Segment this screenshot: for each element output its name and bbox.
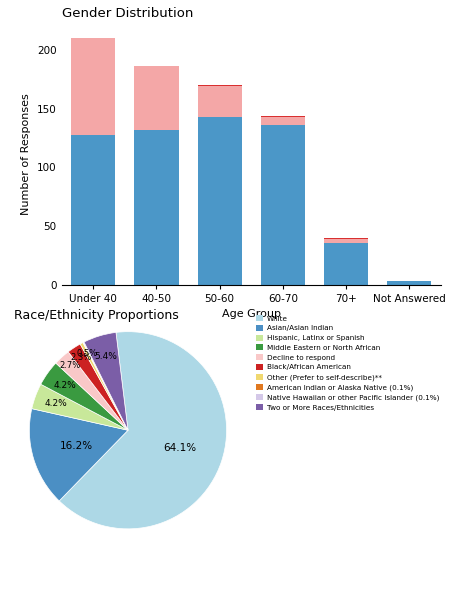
Legend: White, Asian/Asian Indian, Hispanic, Latinx or Spanish, Middle Eastern or North : White, Asian/Asian Indian, Hispanic, Lat…: [256, 315, 439, 411]
Text: 2.3%: 2.3%: [70, 353, 91, 362]
Bar: [261, 116, 305, 117]
Wedge shape: [84, 333, 128, 430]
Bar: [261, 117, 305, 125]
X-axis label: Age Group: Age Group: [222, 310, 281, 319]
Bar: [198, 117, 242, 285]
Wedge shape: [56, 352, 128, 430]
Wedge shape: [32, 384, 128, 430]
Bar: [261, 125, 305, 285]
Bar: [134, 67, 179, 130]
Wedge shape: [59, 331, 227, 529]
Bar: [324, 239, 368, 242]
Bar: [198, 87, 242, 117]
Wedge shape: [83, 342, 128, 430]
Wedge shape: [29, 408, 128, 501]
Bar: [324, 238, 368, 239]
Text: 2.7%: 2.7%: [59, 361, 81, 370]
Text: 4.2%: 4.2%: [45, 399, 67, 408]
Text: 5.4%: 5.4%: [94, 352, 117, 361]
Text: 0.5%: 0.5%: [76, 349, 98, 358]
Bar: [134, 130, 179, 285]
Bar: [71, 38, 115, 135]
Text: Race/Ethnicity Proportions: Race/Ethnicity Proportions: [14, 309, 179, 322]
Bar: [387, 281, 431, 285]
Wedge shape: [41, 363, 128, 430]
Text: 64.1%: 64.1%: [163, 442, 196, 453]
Wedge shape: [80, 342, 128, 430]
Bar: [71, 135, 115, 285]
Wedge shape: [68, 344, 128, 430]
Text: 4.2%: 4.2%: [54, 381, 77, 390]
Text: 16.2%: 16.2%: [59, 441, 92, 451]
Bar: [198, 85, 242, 87]
Wedge shape: [83, 342, 128, 430]
Y-axis label: Number of Responses: Number of Responses: [21, 94, 31, 215]
Text: Gender Distribution: Gender Distribution: [62, 7, 193, 20]
Bar: [324, 242, 368, 285]
